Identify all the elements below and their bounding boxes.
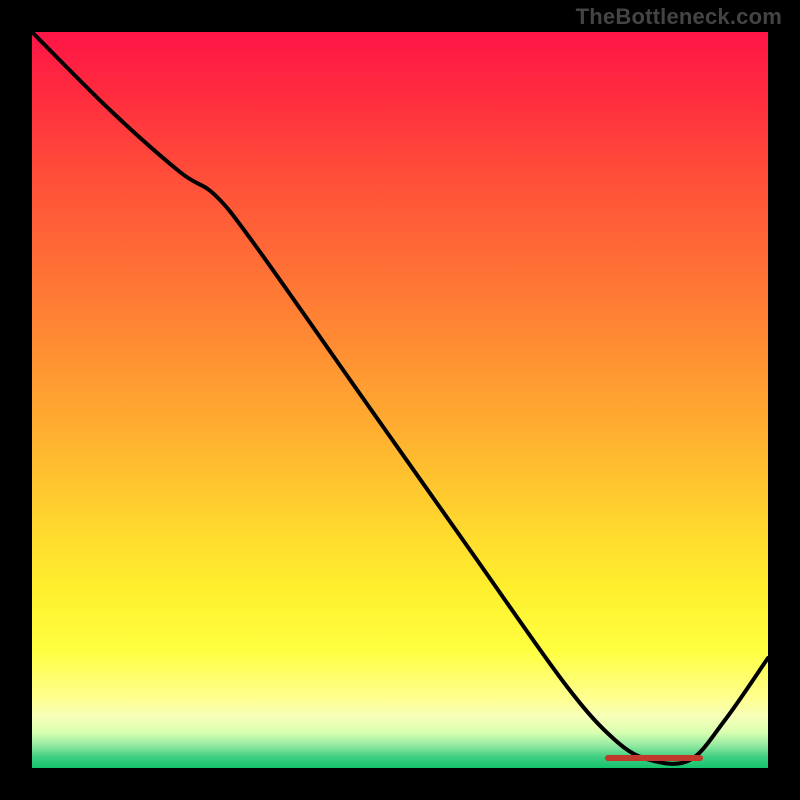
chart-container: { "watermark": "TheBottleneck.com", "cha… [0,0,800,800]
watermark-text: TheBottleneck.com [576,4,782,30]
chart-svg [0,0,800,800]
